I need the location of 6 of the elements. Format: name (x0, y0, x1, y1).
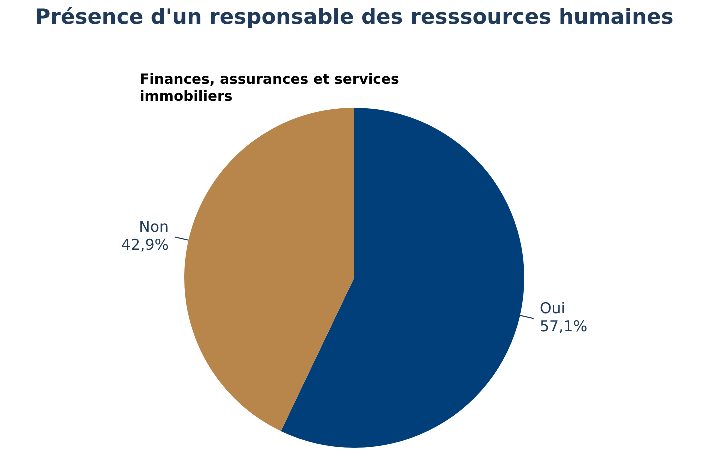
data-label: 57,1% (540, 318, 588, 336)
chart-subtitle: Finances, assurances et services immobiliers (140, 72, 400, 106)
slice-label: Non (139, 218, 170, 236)
slice-label: Oui (540, 300, 566, 318)
data-label: 42,9% (121, 236, 170, 254)
chart-title: Présence d'un responsable des resssources humaines (34, 4, 675, 30)
